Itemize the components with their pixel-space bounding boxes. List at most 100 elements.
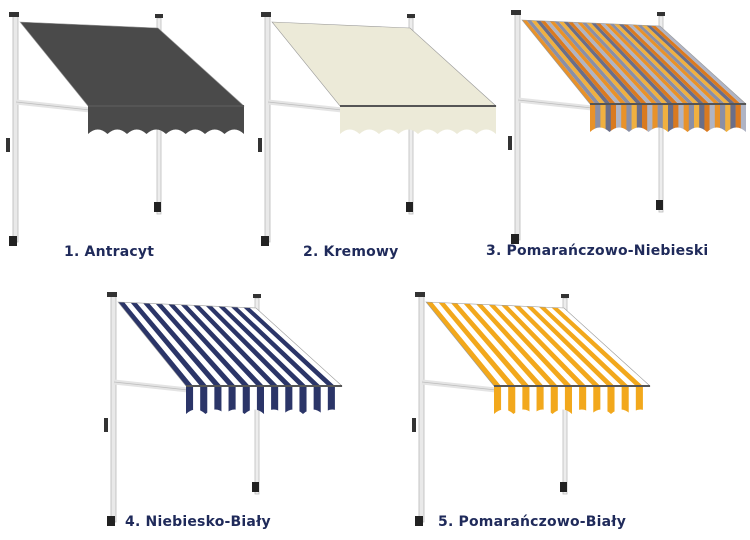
right-cap [407,14,415,18]
valance-stripe [590,104,596,134]
valance-stripe [285,386,292,416]
valance-stripe [684,104,690,134]
valance-stripe [636,386,643,416]
left-foot [107,516,115,526]
valance-stripe [200,386,207,416]
right-foot [406,202,413,212]
valance-stripe [715,104,721,134]
valance-stripe [292,386,299,416]
valance-stripe [678,104,684,134]
valance-stripe [579,386,586,416]
valance-stripe [572,386,579,416]
awning-image-4 [98,290,348,530]
right-foot [252,482,259,492]
right-cap [561,294,569,298]
valance-stripe [736,104,742,134]
awning-product-1 [0,10,250,250]
awning-image-5 [406,290,656,530]
valance-stripe [673,104,679,134]
valance-fabric [494,386,650,416]
left-foot [9,236,17,246]
valance-stripe [593,386,600,416]
valance-stripe [314,386,321,416]
awning-4 [412,292,650,526]
valance-stripe [537,386,544,416]
caption-3: 3. Pomarańczowo-Niebieski [486,243,708,259]
awning-image-2 [252,10,502,250]
caption-4: 4. Niebiesko-Biały [125,514,271,530]
left-pole [13,16,18,242]
valance-stripe [193,386,200,416]
valance-stripe [725,104,731,134]
valance [340,106,496,136]
valance-stripe [668,104,674,134]
valance [590,104,746,134]
left-foot [261,236,269,246]
awning-1 [258,12,496,246]
support-arm-edge [268,102,342,110]
valance-stripe [606,104,612,134]
left-pole [265,16,270,242]
valance-fabric [186,386,342,416]
valance-stripe [508,386,515,416]
valance-stripe [615,386,622,416]
valance-stripe [622,386,629,416]
valance-stripe [229,386,236,416]
support-arm-edge [422,382,496,390]
awning-image-3 [502,8,750,248]
valance-stripe [621,104,627,134]
canopy [272,22,496,106]
valance-stripe [544,386,551,416]
valance-stripe [704,104,710,134]
awning-product-2 [252,10,502,250]
canopy [20,22,244,106]
valance [186,386,342,416]
valance-stripe [741,104,747,134]
right-foot [656,200,663,210]
left-foot [415,516,423,526]
valance-stripe [515,386,522,416]
left-cap [9,12,19,17]
awning-product-4 [98,290,348,530]
valance-stripe [214,386,221,416]
left-cap [511,10,521,15]
valance-stripe [278,386,285,416]
valance-stripe [236,386,243,416]
canopy [426,302,650,386]
valance-stripe [328,386,335,416]
valance-stripe [689,104,695,134]
left-cap [107,292,117,297]
awning-product-3 [502,8,750,248]
left-cap [415,292,425,297]
valance [494,386,650,416]
valance-stripe [321,386,328,416]
valance-stripe [699,104,705,134]
valance-stripe [607,386,614,416]
valance-stripe [307,386,314,416]
caption-2: 2. Kremowy [303,244,398,260]
support-arm-edge [518,100,592,108]
valance-stripe [642,104,648,134]
valance-stripe [637,104,643,134]
valance [88,106,244,136]
support-arm-edge [114,382,188,390]
left-pole [515,14,520,240]
valance-stripe [694,104,700,134]
valance-stripe [494,386,501,416]
handle [258,138,262,152]
handle [508,136,512,150]
right-foot [560,482,567,492]
valance-stripe [626,104,632,134]
valance-stripe [299,386,306,416]
right-cap [657,12,665,16]
canopy [522,20,746,104]
valance-stripe [616,104,622,134]
handle [104,418,108,432]
valance-stripe [501,386,508,416]
valance-fill [88,106,244,136]
valance-stripe [207,386,214,416]
handle [6,138,10,152]
left-pole [111,296,116,522]
valance-stripe [271,386,278,416]
valance-stripe [335,386,342,416]
